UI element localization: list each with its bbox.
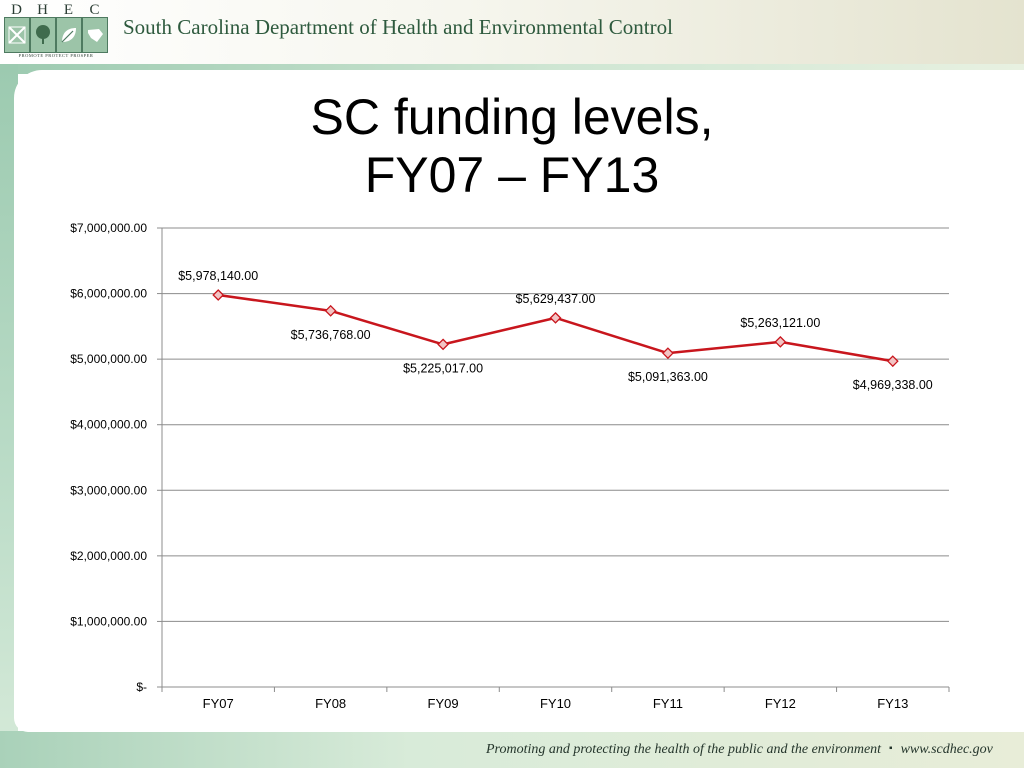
data-label: $5,629,437.00 [516,292,596,306]
state-map-icon [82,17,108,53]
x-category-label: FY08 [315,696,346,711]
title-line-1: SC funding levels, [310,89,714,145]
x-category-label: FY13 [877,696,908,711]
data-label: $5,091,363.00 [628,370,708,384]
y-tick-label: $7,000,000.00 [70,221,147,235]
x-category-label: FY12 [765,696,796,711]
tree-emblem-icon [30,17,56,53]
data-label: $5,263,121.00 [740,316,820,330]
header-divider [0,64,1024,74]
data-label: $4,969,338.00 [853,378,933,392]
slide-title: SC funding levels, FY07 – FY13 [200,88,824,204]
data-label: $5,736,768.00 [291,328,371,342]
data-point-marker [324,304,337,317]
data-point-marker [549,311,562,324]
x-category-label: FY09 [428,696,459,711]
organization-name: South Carolina Department of Health and … [123,15,673,39]
logo-tagline: PROMOTE PROTECT PROSPER [18,53,94,58]
data-label: $5,978,140.00 [178,269,258,283]
logo-letter: H [37,2,49,18]
data-point-marker [437,338,449,351]
logo-emblems [4,17,108,53]
footer-text: Promoting and protecting the health of t… [486,742,1012,758]
data-point-marker [212,289,225,301]
leaf-emblem-icon [56,17,82,53]
footer-separator: ▪ [889,743,893,754]
header-band: D H E C PROMOTE PROTECT PROSPER South Ca… [0,0,1024,64]
footer-band [0,731,1024,768]
dhec-logo: D H E C PROMOTE PROTECT PROSPER [4,2,108,58]
footer-url: www.scdhec.gov [900,742,993,757]
data-point-marker [774,335,787,348]
y-tick-label: $3,000,000.00 [70,483,147,497]
logo-letter: D [11,2,23,18]
data-label: $5,225,017.00 [403,361,483,375]
x-category-label: FY11 [653,696,683,711]
y-tick-label: $6,000,000.00 [70,287,147,301]
y-tick-label: $4,000,000.00 [70,418,147,432]
footer-tagline: Promoting and protecting the health of t… [486,742,882,757]
x-category-label: FY07 [203,696,234,711]
logo-letter: C [89,2,101,18]
y-tick-label: $- [136,680,147,694]
y-tick-label: $2,000,000.00 [70,549,147,563]
cross-emblem-icon [4,17,30,53]
y-tick-label: $1,000,000.00 [70,614,147,628]
logo-letters: D H E C [4,2,108,18]
logo-letter: E [63,2,75,18]
data-point-marker [886,355,899,368]
x-category-label: FY10 [540,696,571,711]
left-decorative-band [0,64,18,768]
data-point-marker [662,347,674,360]
title-line-2: FY07 – FY13 [364,147,660,203]
y-tick-label: $5,000,000.00 [70,352,147,366]
